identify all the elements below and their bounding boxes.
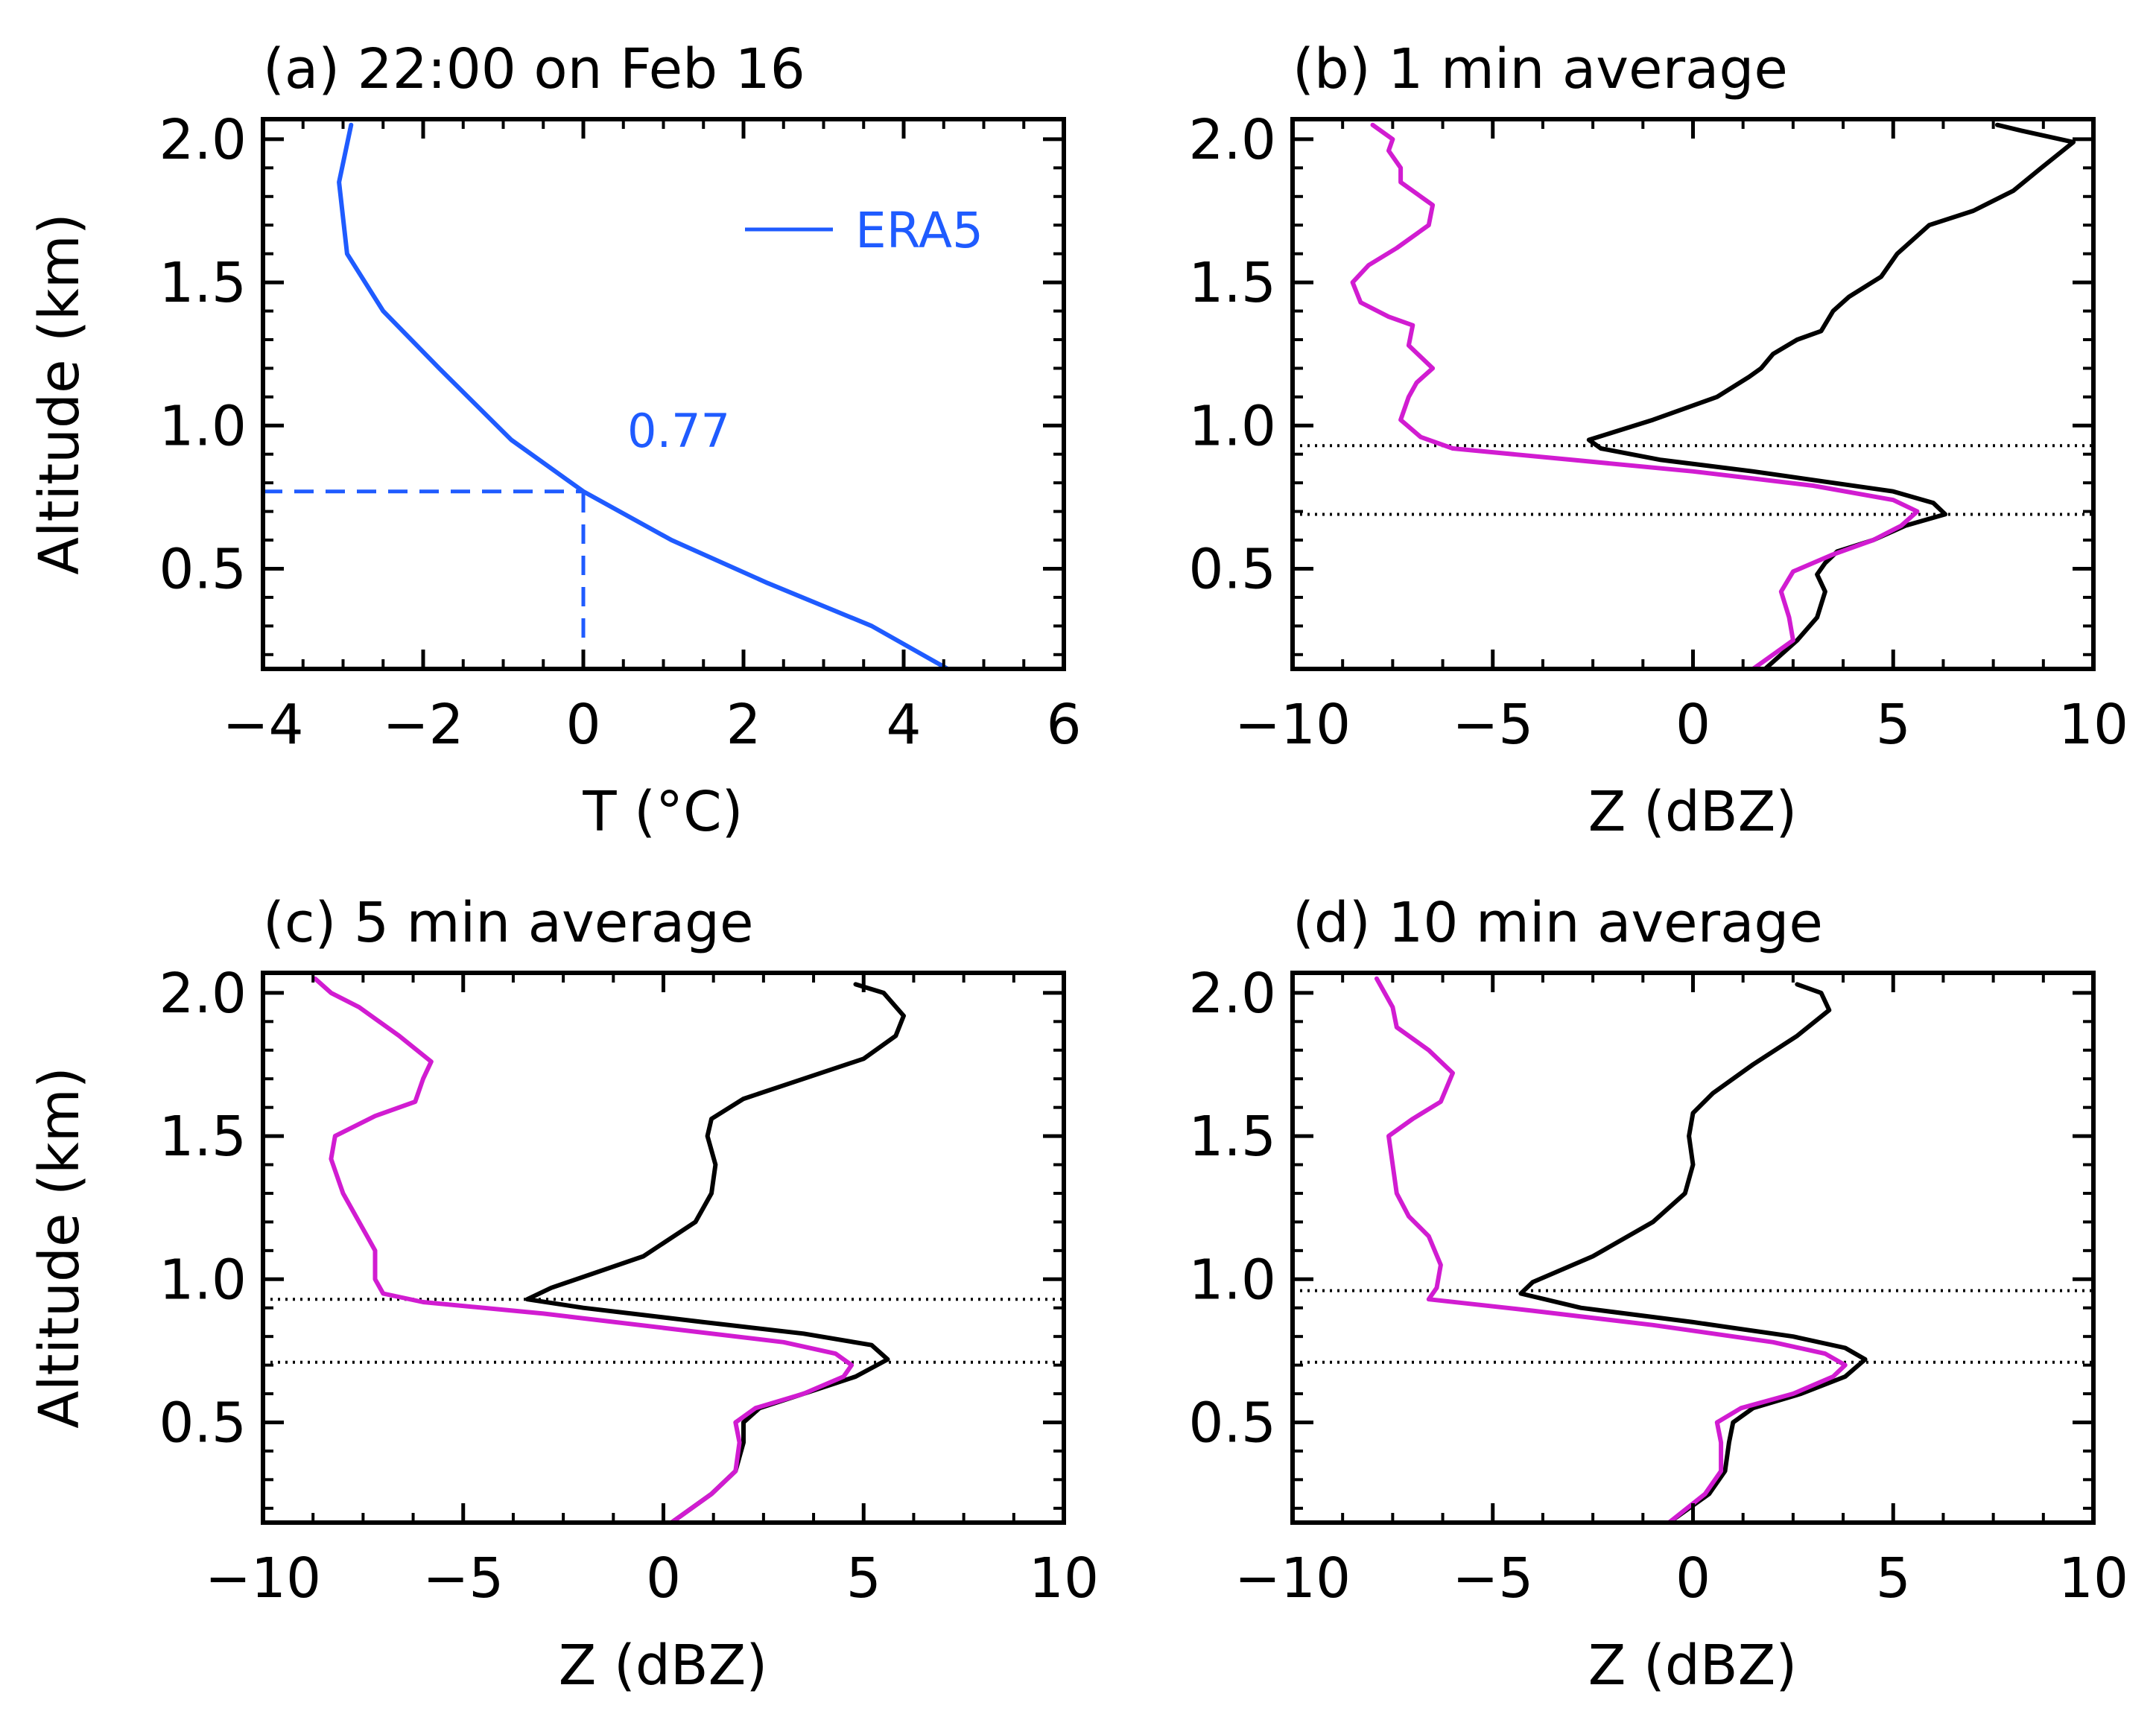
annotation-label: 0.77 [627,404,730,458]
x-axis-label: Z (dBZ) [559,1634,767,1698]
plot-area [263,976,1064,1523]
y-tick-label: 1.5 [159,251,247,315]
x-tick-label: 0 [565,693,600,757]
plot-area [263,122,951,669]
x-tick-label: 5 [1876,1546,1911,1610]
x-tick-label: −10 [205,1546,321,1610]
y-tick-label: 1.5 [159,1105,247,1169]
x-axis-label: Z (dBZ) [1588,1634,1797,1698]
panel-b: (b) 1 min average Z (dBZ) −10 −5 0 5 10 0.5 1.… [1188,37,2128,844]
panel-a: (a) 22:00 on Feb 16 Altitude (km) T (°C)… [28,37,1082,844]
ticks: −4 −2 0 2 4 6 0.5 1.0 1.5 2.0 [159,108,1081,757]
x-tick-label: 6 [1046,693,1081,757]
panel-title: (b) 1 min average [1293,37,1788,101]
x-tick-label: 0 [1675,1546,1710,1610]
x-axis-label: T (°C) [582,780,743,844]
series-line-1 [337,122,951,669]
y-tick-label: 0.5 [159,1391,247,1455]
legend-label: ERA5 [855,202,983,259]
plot-area [1293,122,2093,669]
y-tick-label: 2.0 [159,108,247,172]
x-axis-label: Z (dBZ) [1588,780,1797,844]
x-tick-label: −5 [1452,693,1533,757]
x-tick-label: −10 [1234,1546,1351,1610]
y-tick-label: 2.0 [1188,962,1276,1026]
x-tick-label: 0 [646,1546,681,1610]
y-tick-label: 0.5 [1188,537,1276,601]
x-tick-label: −5 [1452,1546,1533,1610]
panel-d: (d) 10 min average Z (dBZ) −10 −5 0 5 10 0.5 1… [1188,891,2128,1698]
y-tick-label: 1.0 [159,394,247,458]
y-tick-label: 1.0 [1188,394,1276,458]
x-tick-label: 10 [2058,693,2128,757]
series-line-1 [524,982,906,1523]
y-tick-label: 1.5 [1188,251,1276,315]
y-tick-label: 1.0 [159,1248,247,1312]
axes-frame [1290,117,2096,671]
x-tick-label: 10 [2058,1546,2128,1610]
ticks: −10 −5 0 5 10 0.5 1.0 1.5 2.0 [159,962,1099,1610]
panel-title: (a) 22:00 on Feb 16 [263,37,805,101]
panel-title: (d) 10 min average [1293,891,1823,955]
ticks: −10 −5 0 5 10 0.5 1.0 1.5 2.0 [1188,108,2128,757]
x-tick-label: 10 [1029,1546,1099,1610]
panel-c: (c) 5 min average Altitude (km) Z (dBZ) … [28,891,1099,1698]
panel-title: (c) 5 min average [263,891,754,955]
y-tick-label: 2.0 [1188,108,1276,172]
series-line-2 [1374,976,1848,1523]
series-line-2 [312,976,855,1523]
x-tick-label: 4 [886,693,921,757]
y-axis-label: Altitude (km) [28,1067,92,1428]
plot-area [1293,976,2093,1523]
y-tick-label: 2.0 [159,962,247,1026]
x-tick-label: −5 [422,1546,504,1610]
axes-frame [261,971,1066,1525]
y-tick-label: 1.5 [1188,1105,1276,1169]
x-tick-label: −4 [222,693,303,757]
series-line-2 [1350,122,1920,669]
x-tick-label: −2 [382,693,463,757]
ticks: −10 −5 0 5 10 0.5 1.0 1.5 2.0 [1188,962,2128,1610]
axes-frame [261,117,1066,671]
legend: ERA5 [745,202,983,259]
y-axis-label: Altitude (km) [28,213,92,574]
x-tick-label: 5 [846,1546,881,1610]
y-tick-label: 1.0 [1188,1248,1276,1312]
series-line-1 [1518,982,1868,1523]
axes-frame [1290,971,2096,1525]
x-tick-label: 0 [1675,693,1710,757]
x-tick-label: 5 [1876,693,1911,757]
x-tick-label: −10 [1234,693,1351,757]
y-tick-label: 0.5 [1188,1391,1276,1455]
series-line-1 [1586,122,2076,669]
x-tick-label: 2 [726,693,761,757]
y-tick-label: 0.5 [159,537,247,601]
